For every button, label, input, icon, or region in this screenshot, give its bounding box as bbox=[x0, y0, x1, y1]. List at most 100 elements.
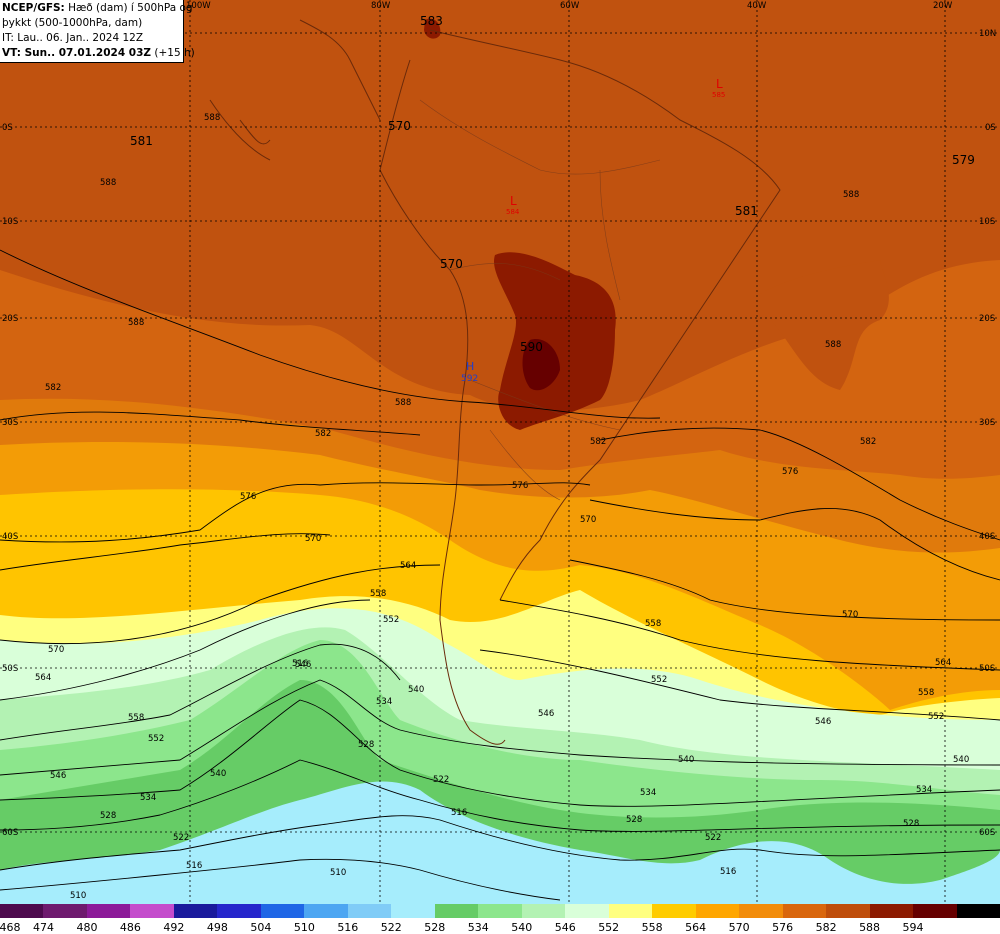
legend-value: 522 bbox=[380, 921, 402, 934]
lat-label: 40S bbox=[979, 532, 995, 542]
contour-label: 534 bbox=[140, 793, 156, 803]
legend-value: 504 bbox=[250, 921, 272, 934]
contour-label: 510 bbox=[70, 891, 86, 901]
contour-label: 534 bbox=[916, 785, 932, 795]
legend-color-swatch bbox=[565, 904, 610, 918]
fill-583-north bbox=[424, 18, 441, 39]
legend-value: 588 bbox=[859, 921, 881, 934]
contour-label: 546 bbox=[50, 771, 66, 781]
legend-value: 552 bbox=[598, 921, 620, 934]
lon-label: 60W bbox=[560, 1, 580, 11]
legend-value: 498 bbox=[206, 921, 228, 934]
contour-label: 528 bbox=[358, 740, 374, 750]
contour-label: 588 bbox=[100, 178, 116, 188]
contour-label: 558 bbox=[918, 688, 934, 698]
contour-label: 516 bbox=[292, 659, 308, 669]
contour-label: 576 bbox=[240, 492, 256, 502]
height-label: 570 bbox=[388, 119, 411, 133]
legend-color-swatch bbox=[521, 904, 566, 918]
fill-588-594 bbox=[494, 252, 616, 430]
contour-label: 564 bbox=[35, 673, 51, 683]
contour-label: 546 bbox=[295, 660, 311, 670]
legend-value: 480 bbox=[76, 921, 98, 934]
legend-value: 564 bbox=[685, 921, 707, 934]
contour-label: 534 bbox=[376, 697, 392, 707]
contour-label: 522 bbox=[173, 833, 189, 843]
legend-color-swatch bbox=[956, 904, 1000, 918]
contour-label: 552 bbox=[383, 615, 399, 625]
contour-label: 546 bbox=[538, 709, 554, 719]
height-label: 583 bbox=[420, 14, 443, 28]
height-label: 590 bbox=[520, 340, 543, 354]
legend-color-swatch bbox=[86, 904, 131, 918]
legend-color-swatch bbox=[739, 904, 784, 918]
contour-label: 516 bbox=[451, 808, 467, 818]
legend-color-swatch bbox=[304, 904, 349, 918]
low-pressure-marker: L bbox=[716, 77, 723, 91]
legend-color-swatch bbox=[695, 904, 740, 918]
contour-label: 528 bbox=[903, 819, 919, 829]
lat-label: 10S bbox=[979, 217, 995, 227]
contour-label: 522 bbox=[705, 833, 721, 843]
contour-label: 588 bbox=[395, 398, 411, 408]
contour-label: 576 bbox=[512, 481, 528, 491]
low-pressure-marker: L bbox=[510, 194, 517, 208]
contour-label: 516 bbox=[720, 867, 736, 877]
model-name: NCEP/GFS: bbox=[2, 2, 65, 14]
legend-value: 594 bbox=[902, 921, 924, 934]
legend-value: 546 bbox=[554, 921, 576, 934]
contour-label: 582 bbox=[315, 429, 331, 439]
coastlines bbox=[209, 19, 781, 745]
lat-label: 10S bbox=[2, 217, 18, 227]
lat-label: 60S bbox=[979, 828, 995, 838]
contour-label: 546 bbox=[815, 717, 831, 727]
lon-label: 20W bbox=[933, 1, 953, 11]
lat-label: 10N bbox=[979, 29, 996, 39]
lon-label: 40W bbox=[747, 1, 767, 11]
legend-value: 486 bbox=[119, 921, 141, 934]
legend-value: 468 bbox=[0, 921, 21, 934]
contour-label: 570 bbox=[48, 645, 64, 655]
legend-value: 534 bbox=[467, 921, 489, 934]
contour-label: 552 bbox=[651, 675, 667, 685]
contour-label: 558 bbox=[370, 589, 386, 599]
high-pressure-marker: H bbox=[466, 360, 474, 373]
valid-time: VT: Sun.. 07.01.2024 03Z bbox=[2, 47, 152, 59]
contour-label: 558 bbox=[645, 619, 661, 629]
legend-color-swatch bbox=[260, 904, 305, 918]
contour-label: 540 bbox=[953, 755, 969, 765]
legend-color-swatch bbox=[43, 904, 88, 918]
contour-label: 564 bbox=[400, 561, 416, 571]
lat-label: 0S bbox=[985, 123, 996, 133]
contour-label: 558 bbox=[128, 713, 144, 723]
legend-value: 474 bbox=[32, 921, 54, 934]
contour-label: 528 bbox=[626, 815, 642, 825]
contour-label: 552 bbox=[928, 712, 944, 722]
legend-color-swatch bbox=[130, 904, 175, 918]
legend-color-swatch bbox=[652, 904, 697, 918]
legend-color-swatch bbox=[217, 904, 262, 918]
legend-color-swatch bbox=[347, 904, 392, 918]
contour-label: 582 bbox=[590, 437, 606, 447]
legend-color-swatch bbox=[0, 904, 44, 918]
lat-label: 0S bbox=[2, 123, 13, 133]
legend-value: 516 bbox=[337, 921, 359, 934]
lat-label: 20S bbox=[2, 314, 18, 324]
title-line: NCEP/GFS: Hæð (dam) í 500hPa og bbox=[2, 1, 193, 16]
legend-value: 576 bbox=[772, 921, 794, 934]
valid-time-line: VT: Sun.. 07.01.2024 03Z (+15 h) bbox=[2, 46, 195, 61]
lat-label: 20S bbox=[979, 314, 995, 324]
legend-color-swatch bbox=[782, 904, 827, 918]
low-pressure-value: 584 bbox=[506, 208, 520, 216]
contour-label: 570 bbox=[305, 534, 321, 544]
contour-label: 576 bbox=[782, 467, 798, 477]
legend-value: 582 bbox=[815, 921, 837, 934]
color-legend: 468 474 480 486 492 498 504 510 516 522 528 534 540 5… bbox=[0, 904, 1000, 934]
contour-label: 582 bbox=[860, 437, 876, 447]
legend-color-swatch bbox=[913, 904, 957, 918]
forecast-hour: (+15 h) bbox=[151, 47, 195, 59]
contour-label: 552 bbox=[148, 734, 164, 744]
legend-value: 510 bbox=[293, 921, 315, 934]
legend-color-swatch bbox=[826, 904, 871, 918]
contour-label: 516 bbox=[186, 861, 202, 871]
